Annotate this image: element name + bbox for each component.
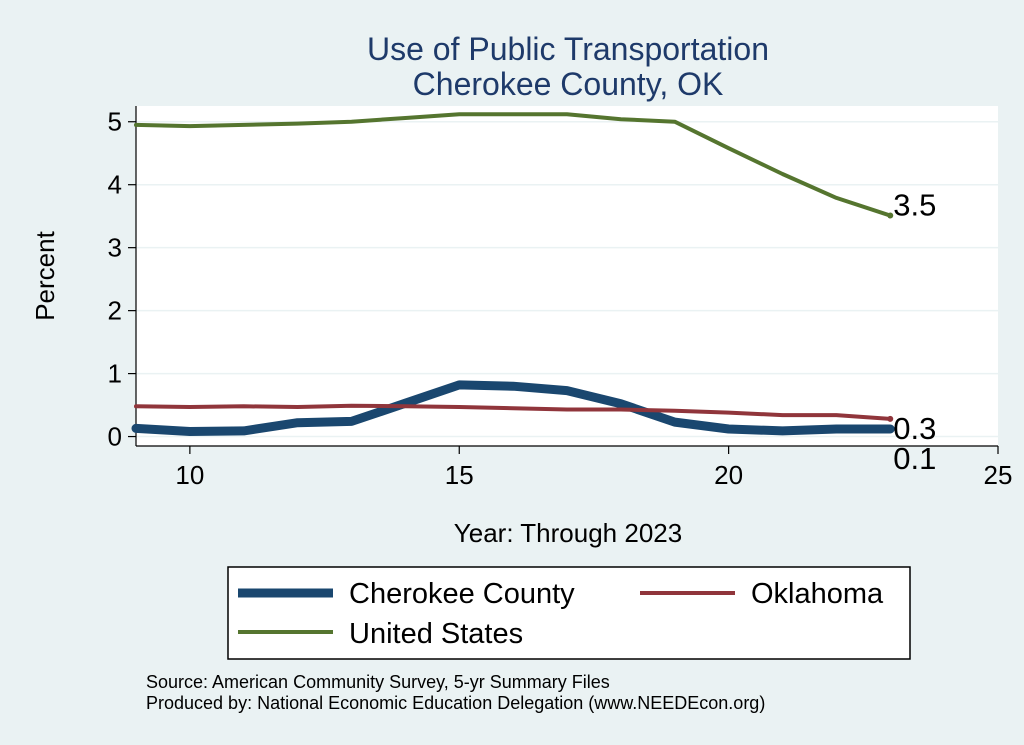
series-layer bbox=[131, 112, 895, 436]
y-tick-label: 3 bbox=[108, 233, 122, 263]
x-tick-label: 25 bbox=[984, 460, 1013, 490]
x-axis-label: Year: Through 2023 bbox=[454, 518, 682, 548]
chart-subtitle: Cherokee County, OK bbox=[413, 66, 724, 102]
source-note: Source: American Community Survey, 5-yr … bbox=[146, 672, 610, 692]
grid-layer bbox=[136, 120, 998, 438]
end-label-united-states: 3.5 bbox=[893, 188, 936, 223]
y-tick-label: 4 bbox=[108, 170, 122, 200]
y-tick-label: 5 bbox=[108, 107, 122, 137]
producer-note: Produced by: National Economic Education… bbox=[146, 693, 766, 713]
legend: Cherokee County Oklahoma United States bbox=[227, 566, 911, 660]
y-tick-label: 2 bbox=[108, 296, 122, 326]
end-label-oklahoma: 0.3 bbox=[893, 411, 936, 446]
x-tick-label: 10 bbox=[175, 460, 204, 490]
x-tick-label: 15 bbox=[445, 460, 474, 490]
series-line-cherokee-county bbox=[131, 380, 895, 436]
legend-label-united-states: United States bbox=[349, 618, 523, 650]
chart-footer: Source: American Community Survey, 5-yr … bbox=[146, 672, 765, 714]
series-line-united-states bbox=[134, 112, 893, 218]
x-tick-label: 20 bbox=[714, 460, 743, 490]
end-point-cherokee-county bbox=[887, 426, 894, 432]
y-tick-label: 0 bbox=[108, 422, 122, 452]
y-tick-label: 1 bbox=[108, 359, 122, 389]
y-axis-label: Percent bbox=[30, 230, 60, 320]
legend-label-cherokee: Cherokee County bbox=[349, 578, 575, 610]
legend-label-oklahoma: Oklahoma bbox=[751, 578, 884, 610]
chart-title: Use of Public Transportation bbox=[367, 31, 769, 67]
end-point-united-states bbox=[887, 212, 894, 219]
axis-layer: 0 1 2 3 4 5 10 15 20 25 bbox=[108, 106, 1013, 490]
legend-box bbox=[227, 566, 911, 660]
end-point-oklahoma bbox=[887, 415, 894, 422]
end-label-layer: 0.10.3 3.5 bbox=[887, 188, 936, 476]
series-line-oklahoma bbox=[134, 403, 893, 421]
end-label-cherokee-county: 0.1 bbox=[893, 441, 936, 476]
